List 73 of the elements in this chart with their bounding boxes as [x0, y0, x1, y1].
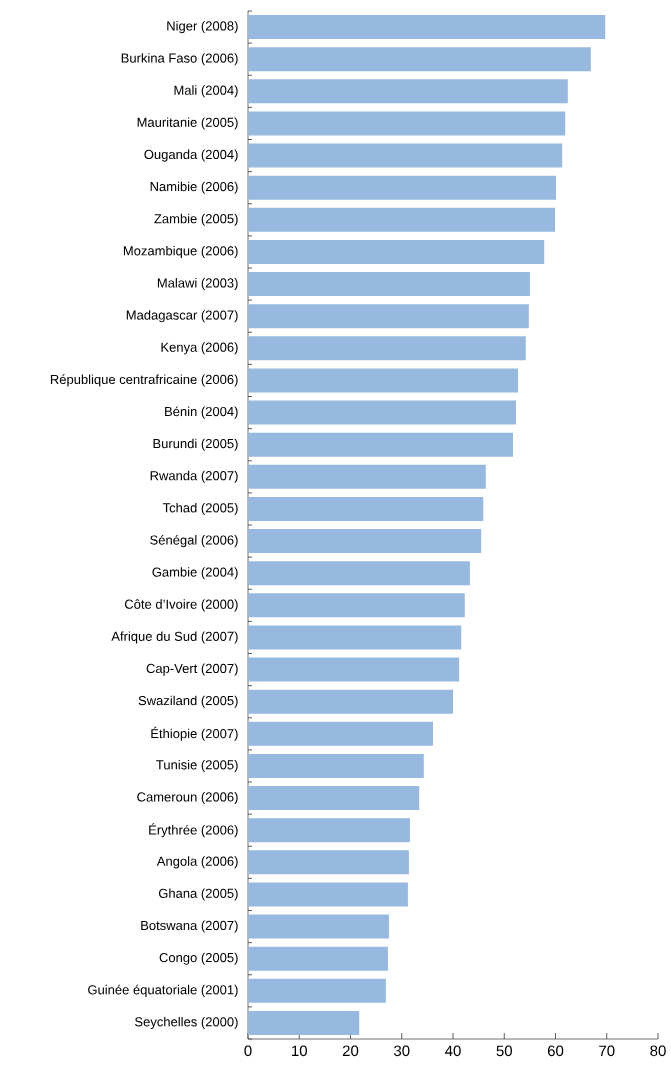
x-tick-label: 80	[650, 1045, 666, 1057]
bar	[248, 239, 545, 264]
bar	[248, 753, 424, 778]
y-tick-label: Bénin (2004)	[165, 406, 238, 419]
bar	[248, 496, 484, 521]
bar	[248, 786, 420, 811]
x-tick-label: 30	[393, 1045, 410, 1057]
y-tick-label: Mali (2004)	[174, 85, 238, 98]
bar	[248, 850, 409, 875]
y-tick-label: Tunisie (2005)	[156, 759, 238, 772]
y-tick-label: Namibie (2006)	[150, 181, 238, 194]
bar	[248, 882, 408, 907]
y-tick-label: République centrafricaine (2006)	[50, 374, 238, 387]
bar	[248, 625, 462, 650]
y-tick-label: Angola (2006)	[156, 856, 238, 869]
bar	[248, 368, 519, 393]
y-tick-label: Guinée équatoriale (2001)	[88, 984, 238, 997]
y-tick-label: Burundi (2005)	[153, 438, 238, 451]
bar	[248, 721, 434, 746]
bar	[248, 400, 517, 425]
y-tick-label: Mauritanie (2005)	[137, 117, 238, 130]
bar	[248, 111, 566, 136]
x-tick-label: 40	[445, 1045, 461, 1057]
bar	[248, 79, 568, 104]
y-tick-label: Swaziland (2005)	[138, 695, 238, 708]
y-tick-label: Malawi (2003)	[157, 278, 238, 291]
y-tick-label: Éthiopie (2007)	[151, 726, 238, 741]
bar	[248, 272, 530, 297]
bar	[248, 689, 453, 714]
y-tick-label: Zambie (2005)	[154, 213, 238, 226]
x-tick-label: 50	[496, 1045, 512, 1057]
x-tick-label: 10	[292, 1045, 307, 1057]
y-tick-label: Niger (2008)	[167, 21, 238, 34]
y-tick-label: Congo (2005)	[159, 952, 238, 965]
bar	[248, 143, 563, 168]
y-tick-label: Tchad (2005)	[162, 502, 238, 515]
y-tick-label: Gambie (2004)	[152, 567, 238, 580]
bar	[248, 946, 388, 971]
bar	[248, 336, 526, 361]
y-tick-label: Afrique du Sud (2007)	[111, 631, 238, 644]
y-tick-label: Botswana (2007)	[141, 920, 238, 933]
y-tick-label: Madagascar (2007)	[126, 310, 238, 323]
y-tick-label: Mozambique (2006)	[123, 245, 238, 259]
y-tick-label: Cap-Vert (2007)	[146, 663, 238, 676]
x-tick-label: 70	[599, 1045, 615, 1057]
bar	[248, 304, 529, 329]
bar	[248, 561, 470, 586]
y-tick-label: Burkina Faso (2006)	[121, 53, 238, 66]
y-tick-label: Côte d’Ivoire (2000)	[124, 599, 238, 612]
bar	[248, 15, 606, 40]
bar	[248, 207, 555, 232]
bar	[248, 978, 386, 1003]
bar	[248, 1010, 360, 1035]
y-tick-label: Sénégal (2006)	[150, 534, 238, 548]
y-tick-label: Ouganda (2004)	[144, 149, 238, 162]
x-tick-label: 20	[342, 1045, 359, 1057]
bar	[248, 529, 482, 554]
bar	[248, 593, 465, 618]
bar	[248, 818, 410, 843]
y-tick-label: Rwanda (2007)	[150, 470, 238, 483]
y-tick-label: Érythrée (2006)	[149, 823, 238, 838]
x-tick-label: 60	[547, 1045, 564, 1057]
y-tick-label: Kenya (2006)	[161, 342, 238, 355]
bar	[248, 175, 557, 200]
y-tick-label: Seychelles (2000)	[135, 1016, 238, 1029]
bar	[248, 914, 389, 939]
bar	[248, 464, 486, 489]
bar	[248, 432, 513, 457]
y-tick-label: Cameroun (2006)	[137, 792, 238, 805]
x-tick-label: 0	[244, 1045, 252, 1057]
bar	[248, 657, 460, 682]
bar	[248, 47, 591, 72]
y-tick-label: Ghana (2005)	[158, 888, 238, 901]
